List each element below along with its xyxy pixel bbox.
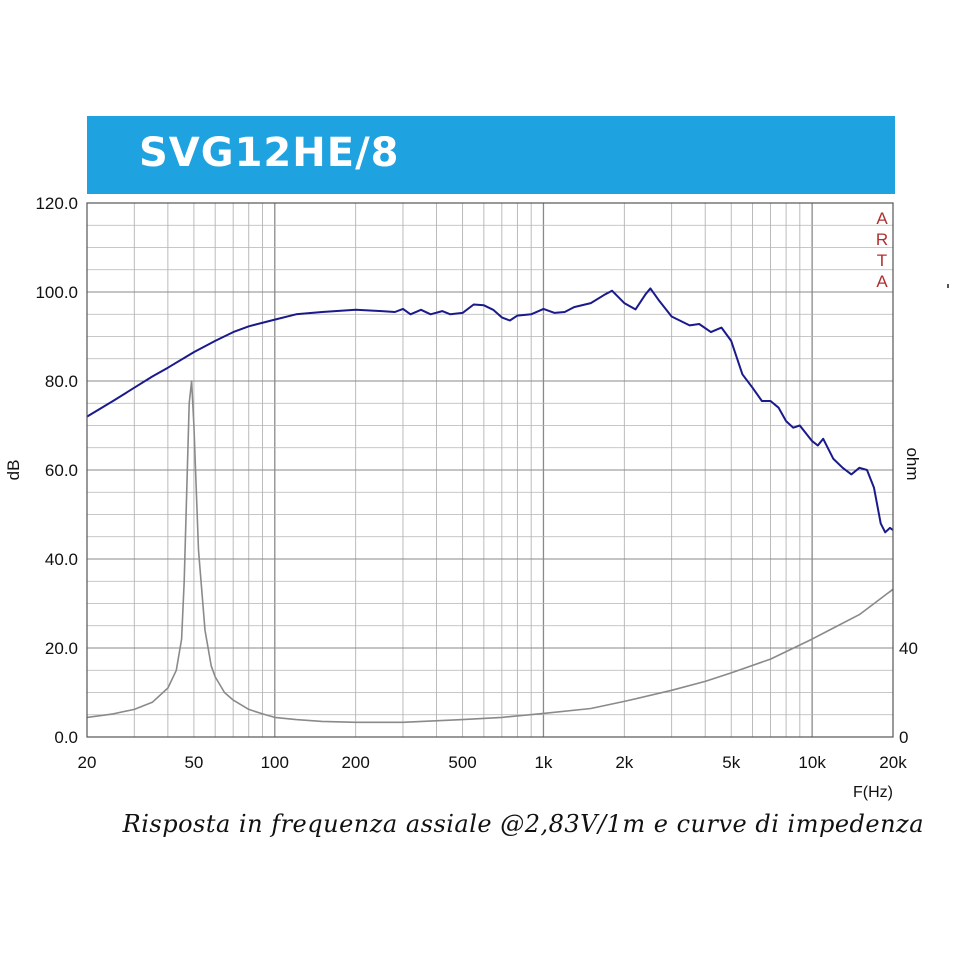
x-tick-label: 5k [722, 753, 740, 772]
chart-title: SVG12HE/8 [139, 130, 400, 176]
y2-axis-ticks: 0 40 [899, 639, 918, 747]
x-tick-label: 20 [78, 753, 97, 772]
x-tick-label: 500 [448, 753, 476, 772]
y-axis-label: dB [4, 460, 23, 481]
y-tick-label: 120.0 [35, 194, 78, 213]
x-tick-label: 100 [261, 753, 289, 772]
y-tick-label: 20.0 [45, 639, 78, 658]
y-tick-label: 60.0 [45, 461, 78, 480]
x-axis-ticks: 20 50 100 200 500 1k 2k 5k 10k 20k [78, 753, 908, 772]
y2-tick-label: 40 [899, 639, 918, 658]
watermark-letter: A [876, 272, 888, 291]
x-axis-label: F(Hz) [853, 784, 893, 801]
x-tick-label: 2k [615, 753, 633, 772]
y-tick-label: 80.0 [45, 372, 78, 391]
watermark-letter: A [876, 209, 888, 228]
impedance-curve [86, 380, 894, 724]
spl-curve [86, 287, 894, 534]
y2-tick-label: 0 [899, 728, 908, 747]
y-tick-label: 100.0 [35, 283, 78, 302]
x-tick-label: 200 [341, 753, 369, 772]
y-tick-label: 0.0 [54, 728, 78, 747]
watermark-letter: T [877, 251, 887, 270]
title-banner: SVG12HE/8 [87, 116, 895, 194]
curves [86, 287, 894, 724]
x-tick-label: 50 [184, 753, 203, 772]
x-tick-label: 10k [798, 753, 826, 772]
x-tick-label: 20k [879, 753, 907, 772]
y2-axis-label: ohm [903, 447, 922, 480]
plot-frame [86, 202, 894, 738]
edge-mark [947, 284, 949, 288]
y-axis-ticks: 0.0 20.0 40.0 60.0 80.0 100.0 120.0 [35, 194, 78, 747]
watermark-letter: R [876, 230, 888, 249]
grid [87, 203, 893, 737]
x-tick-label: 1k [534, 753, 552, 772]
y-tick-label: 40.0 [45, 550, 78, 569]
chart-caption: Risposta in frequenza assiale @2,83V/1m … [122, 810, 924, 838]
